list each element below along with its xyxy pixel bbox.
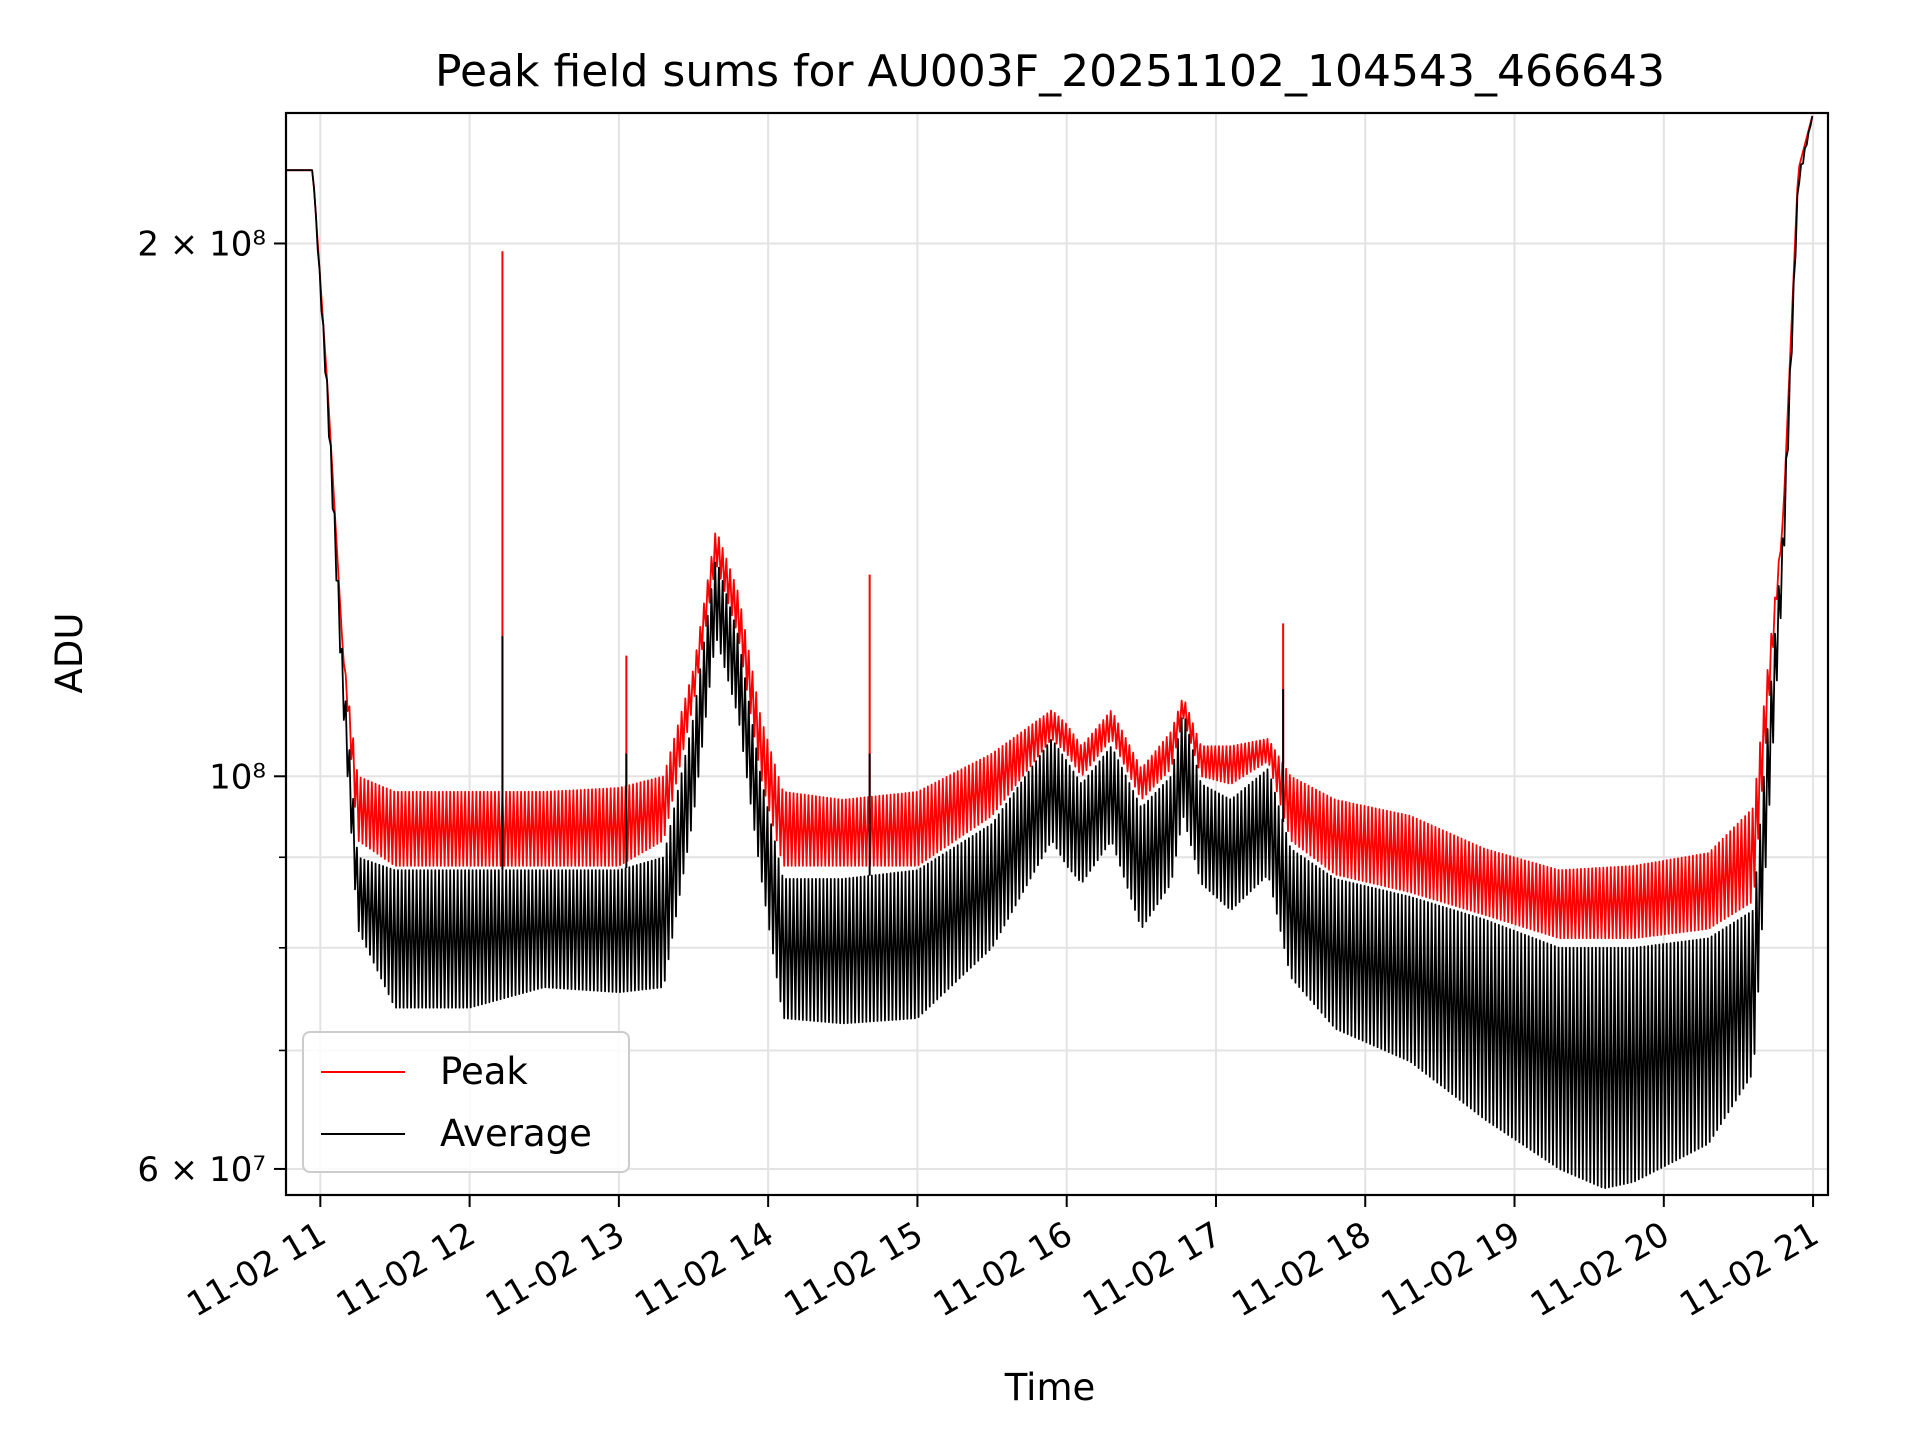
- legend-label-average: Average: [440, 1112, 592, 1155]
- plot-data: [286, 115, 1814, 1190]
- y-tick-label: 2 × 10⁸: [137, 224, 266, 264]
- legend-label-peak: Peak: [440, 1050, 528, 1093]
- y-axis-label: ADU: [48, 613, 91, 694]
- legend: Peak Average: [302, 1031, 630, 1173]
- series-line-average: [286, 116, 1814, 1190]
- chart-title: Peak field sums for AU003F_20251102_1045…: [435, 46, 1665, 97]
- x-axis-label: Time: [1004, 1366, 1096, 1409]
- legend-frame: [302, 1031, 630, 1173]
- series-line-peak: [286, 115, 1814, 940]
- y-tick-label: 10⁸: [209, 757, 266, 797]
- y-tick-label: 6 × 10⁷: [137, 1150, 266, 1190]
- plot-frame: [284, 111, 1830, 1197]
- axes: [284, 111, 1830, 1197]
